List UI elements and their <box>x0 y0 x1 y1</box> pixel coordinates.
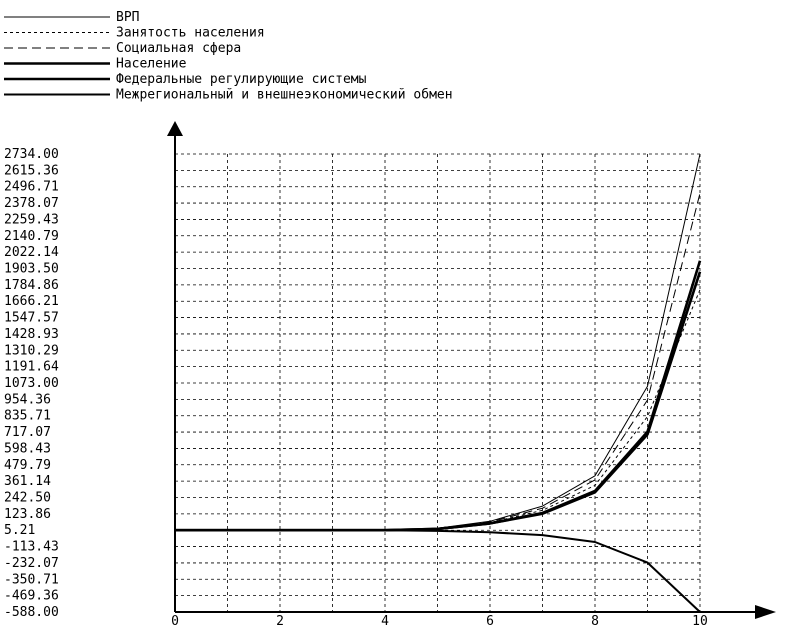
y-tick-label: 361.14 <box>4 474 51 489</box>
legend-label-4: Население <box>116 57 187 72</box>
y-tick-label: 1191.64 <box>4 360 59 375</box>
y-tick-label: 954.36 <box>4 392 51 407</box>
y-tick-label: 5.21 <box>4 523 35 538</box>
legend-label-6: Межрегиональный и внешнеэкономический об… <box>116 88 453 103</box>
y-axis-arrow-icon <box>167 121 183 136</box>
x-tick-label: 10 <box>692 614 708 628</box>
y-tick-label: 598.43 <box>4 441 51 456</box>
y-tick-label: 1547.57 <box>4 311 59 326</box>
x-tick-label: 2 <box>276 614 284 628</box>
y-tick-label: 717.07 <box>4 425 51 440</box>
y-tick-label: 1666.21 <box>4 294 59 309</box>
y-tick-label: 1073.00 <box>4 376 59 391</box>
y-tick-label: 1784.86 <box>4 278 59 293</box>
x-tick-labels: 0 2 4 6 8 10 <box>171 614 708 628</box>
legend-label-3: Социальная сфера <box>116 41 241 56</box>
legend-label-5: Федеральные регулирующие системы <box>116 72 367 87</box>
y-tick-label: 2259.43 <box>4 212 59 227</box>
y-tick-label: -588.00 <box>4 605 59 620</box>
y-tick-label: -350.71 <box>4 572 59 587</box>
y-tick-label: -232.07 <box>4 556 59 571</box>
grid <box>175 153 701 613</box>
y-tick-label: 2496.71 <box>4 180 59 195</box>
y-tick-label: 242.50 <box>4 491 51 506</box>
legend-label-1: ВРП <box>116 10 139 25</box>
y-tick-label: -113.43 <box>4 540 59 555</box>
legend-label-2: Занятость населения <box>116 26 265 41</box>
y-tick-label: 2140.79 <box>4 229 59 244</box>
axes <box>167 121 776 619</box>
series-line-2 <box>175 289 701 531</box>
x-tick-label: 6 <box>486 614 494 628</box>
y-tick-label: 2378.07 <box>4 196 59 211</box>
y-tick-label: 2615.36 <box>4 163 59 178</box>
y-tick-label: 2022.14 <box>4 245 59 260</box>
x-tick-label: 8 <box>591 614 599 628</box>
x-axis-arrow-icon <box>755 605 776 619</box>
y-tick-label: 1428.93 <box>4 327 59 342</box>
y-tick-label: 123.86 <box>4 507 51 522</box>
y-tick-label: 479.79 <box>4 458 51 473</box>
x-tick-label: 4 <box>381 614 389 628</box>
series-line-6 <box>175 529 701 613</box>
y-tick-label: 1903.50 <box>4 262 59 277</box>
y-tick-label: 2734.00 <box>4 147 59 162</box>
series-lines <box>175 153 702 613</box>
y-tick-label: 835.71 <box>4 409 51 424</box>
y-tick-label: 1310.29 <box>4 343 59 358</box>
x-tick-label: 0 <box>171 614 179 628</box>
y-tick-label: -469.36 <box>4 589 59 604</box>
